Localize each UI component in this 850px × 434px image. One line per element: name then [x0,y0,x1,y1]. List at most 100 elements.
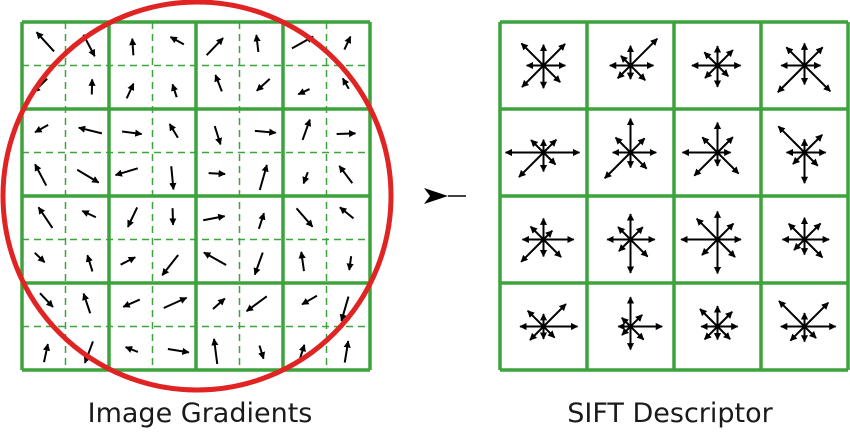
histogram-arrow [699,308,719,328]
histogram-arrow [787,222,806,241]
gradient-arrow [257,212,266,230]
histogram-arrow [542,64,561,83]
histogram-arrow [526,309,545,328]
histogram-arrow [604,151,632,179]
gradient-arrow [253,252,264,276]
gradient-arrow [258,345,266,360]
histogram-arrow [542,303,567,328]
histogram-arrow [520,238,545,263]
gradient-arrow [203,251,227,266]
gradient-arrow [339,296,350,322]
histogram-arrow [716,311,733,328]
histogram-arrow [701,238,719,256]
histogram-arrow [803,325,817,339]
histogram-arrow [793,238,806,251]
histogram-arrow [616,64,632,80]
histogram-arrow [542,238,562,258]
gradient-arrow [336,129,357,138]
gradient-arrow [339,206,355,220]
caption-sift-descriptor: SIFT Descriptor [567,398,773,429]
histogram-arrow [803,134,823,154]
histogram-arrow [803,238,824,259]
gradient-arrow [120,256,136,266]
gradient-arrow [121,129,143,137]
gradient-arrow [297,88,310,96]
gradient-arrow [77,125,103,135]
histogram-arrow [777,64,806,93]
gradient-arrow [122,298,141,308]
gradient-arrow [34,252,46,264]
histogram-arrow [621,325,632,336]
histogram-arrow [703,325,719,341]
gradient-arrow [338,165,354,184]
gradient-arrow [214,74,223,92]
gradient-arrow [82,292,92,314]
histogram-arrow [629,64,646,81]
gradient-arrow [211,338,219,365]
histogram-arrow [693,151,719,177]
gradient-arrow [114,167,139,177]
gradient-arrow [298,251,306,272]
histogram-arrow [629,314,643,328]
gradient-arrow [346,256,354,271]
histogram-arrow [703,51,719,67]
gradient-arrow [213,125,223,146]
histogram-arrow [542,151,557,166]
histogram-arrow [518,151,545,178]
gradient-arrow [129,37,137,56]
gradient-arrow [167,347,190,355]
image-gradients-panel [0,0,394,393]
histogram-arrow [716,49,734,67]
gradient-arrow [39,292,54,308]
histogram-arrow [701,136,719,154]
histogram-arrow [803,151,819,167]
histogram-arrow [716,136,734,154]
histogram-arrow [542,43,566,67]
gradient-arrow [35,31,55,53]
gradient-arrow [245,295,268,313]
histogram-arrow [716,64,730,78]
histogram-arrow [614,136,632,154]
gradient-arrow [168,123,179,139]
histogram-arrow [792,151,806,165]
histogram-arrow [530,139,545,154]
gradient-arrow [83,341,94,364]
gradient-arrow [34,123,49,134]
histogram-arrow [542,229,554,241]
histogram-arrow [542,325,556,339]
gradient-arrow [76,168,100,184]
gradient-arrow [85,254,94,272]
histogram-arrow [529,225,545,241]
histogram-arrow [629,37,659,67]
histogram-arrow [618,238,632,252]
histogram-arrow [803,222,822,241]
gradient-arrow [171,83,178,98]
histogram-arrow [629,151,648,170]
histogram-arrow [704,64,719,79]
histogram-arrow [778,300,806,328]
gradient-arrow [163,296,188,309]
gradient-arrow [125,82,135,99]
gradient-arrow [42,343,51,363]
gradient-arrow [203,213,226,222]
gradient-arrow [258,164,269,191]
arrow-right-icon [424,188,466,204]
gradient-arrow [301,294,318,306]
histogram-arrow [803,301,830,328]
caption-image-gradients: Image Gradients [87,398,313,429]
gradient-arrow [212,297,226,310]
histogram-arrow [621,317,632,328]
histogram-arrow [716,222,735,241]
histogram-arrow [695,217,719,241]
histogram-arrow [520,42,545,67]
sift-descriptor-panel [498,20,850,372]
gradient-arrow [124,346,139,353]
gradient-arrow [81,209,97,219]
histogram-arrow [716,325,731,340]
gradient-arrow [302,171,310,185]
histogram-arrow [785,46,806,67]
gradient-arrow [254,128,277,136]
histogram-arrow [529,325,545,341]
gradient-arrow [205,37,224,56]
